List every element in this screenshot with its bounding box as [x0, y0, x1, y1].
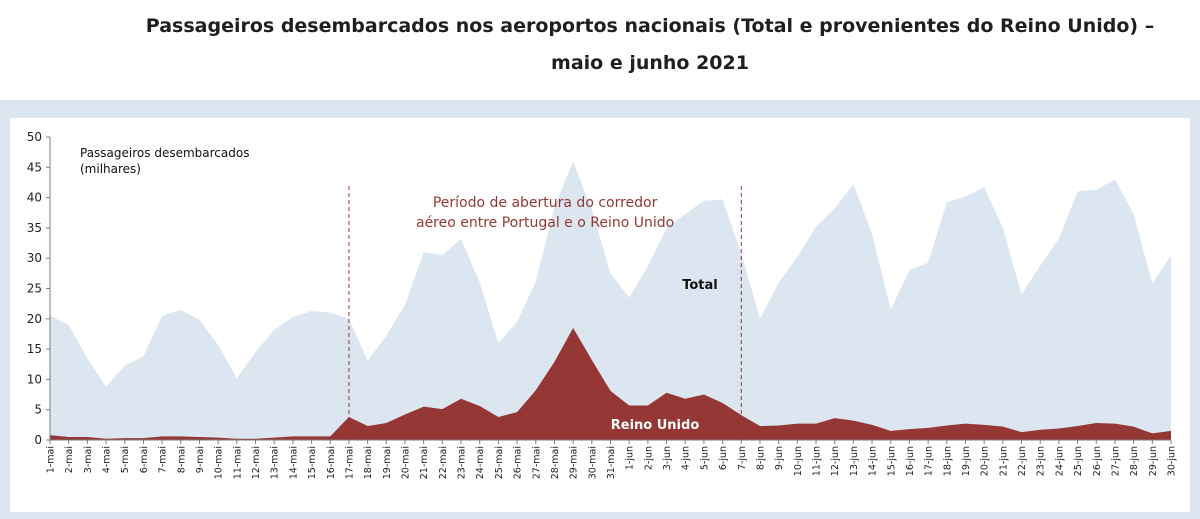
- x-tick-label: 1-mai: [46, 446, 57, 473]
- x-tick-label: 8-jun: [755, 446, 766, 470]
- x-tick-label: 27-mai: [531, 446, 542, 479]
- x-tick-label: 14-mai: [288, 446, 299, 479]
- x-tick-label: 18-mai: [363, 446, 374, 479]
- x-tick-label: 15-jun: [886, 446, 897, 476]
- y-tick-label: 50: [27, 130, 42, 144]
- x-tick-label: 30-mai: [587, 446, 598, 479]
- y-tick-label: 5: [34, 403, 42, 417]
- x-tick-label: 14-jun: [868, 446, 879, 476]
- x-tick-label: 16-mai: [326, 446, 337, 479]
- series-label-total: Total: [682, 278, 718, 293]
- x-tick-label: 19-jun: [961, 446, 972, 476]
- chart-title: Passageiros desembarcados nos aeroportos…: [145, 15, 1155, 74]
- x-tick-label: 28-mai: [550, 446, 561, 479]
- x-tick-label: 3-mai: [83, 446, 94, 473]
- x-tick-label: 6-mai: [139, 446, 150, 473]
- x-tick-label: 27-jun: [1110, 446, 1121, 476]
- y-tick-label: 15: [27, 342, 42, 356]
- x-tick-label: 19-mai: [382, 446, 393, 479]
- x-tick-label: 30-jun: [1167, 446, 1178, 476]
- y-tick-label: 0: [34, 433, 42, 447]
- x-tick-label: 13-jun: [849, 446, 860, 476]
- x-tick-label: 21-jun: [998, 446, 1009, 476]
- y-axis-label: (milhares): [80, 162, 141, 176]
- x-tick-label: 17-mai: [344, 446, 355, 479]
- x-tick-label: 17-jun: [924, 446, 935, 476]
- x-tick-label: 4-jun: [681, 446, 692, 470]
- x-tick-label: 16-jun: [905, 446, 916, 476]
- x-tick-label: 12-jun: [830, 446, 841, 476]
- x-tick-label: 7-mai: [158, 446, 169, 473]
- x-tick-label: 21-mai: [419, 446, 430, 479]
- x-tick-label: 15-mai: [307, 446, 318, 479]
- x-tick-label: 18-jun: [942, 446, 953, 476]
- x-tick-label: 12-mai: [251, 446, 262, 479]
- x-tick-label: 24-mai: [475, 446, 486, 479]
- y-axis-label: Passageiros desembarcados: [80, 146, 249, 160]
- x-tick-label: 9-mai: [195, 446, 206, 473]
- x-tick-label: 20-jun: [980, 446, 991, 476]
- series-area-total: [50, 161, 1171, 441]
- x-tick-label: 5-jun: [699, 446, 710, 470]
- x-tick-label: 2-mai: [64, 446, 75, 473]
- x-tick-label: 25-mai: [494, 446, 505, 479]
- y-tick-label: 30: [27, 251, 42, 265]
- x-tick-label: 24-jun: [1054, 446, 1065, 476]
- x-tick-label: 10-mai: [214, 446, 225, 479]
- x-tick-label: 5-mai: [120, 446, 131, 473]
- x-tick-label: 8-mai: [176, 446, 187, 473]
- x-tick-label: 20-mai: [400, 446, 411, 479]
- x-tick-label: 31-mai: [606, 446, 617, 479]
- x-tick-label: 11-mai: [232, 446, 243, 479]
- x-tick-label: 29-jun: [1148, 446, 1159, 476]
- chart-panel: 0 5 10 15 20 25 30 35 40 45 50 1-mai 2-mai 3-mai 4-mai…: [10, 118, 1190, 512]
- x-tick-label: 2-jun: [643, 446, 654, 470]
- x-tick-label: 26-jun: [1092, 446, 1103, 476]
- x-tick-label: 9-jun: [774, 446, 785, 470]
- area-chart: 0 5 10 15 20 25 30 35 40 45 50 1-mai 2-mai 3-mai 4-mai…: [27, 130, 1178, 479]
- corridor-annotation: Período de abertura do corredor: [433, 195, 658, 211]
- y-tick-label: 10: [27, 372, 42, 386]
- x-tick-label: 7-jun: [737, 446, 748, 470]
- x-tick-label: 10-jun: [793, 446, 804, 476]
- x-tick-label: 23-mai: [457, 446, 468, 479]
- series-label-reino-unido: Reino Unido: [611, 418, 700, 433]
- y-tick-label: 20: [27, 312, 42, 326]
- y-tick-label: 35: [27, 221, 42, 235]
- x-tick-label: 3-jun: [662, 446, 673, 470]
- x-tick-label: 29-mai: [569, 446, 580, 479]
- corridor-annotation: aéreo entre Portugal e o Reino Unido: [416, 215, 674, 231]
- y-tick-label: 45: [27, 160, 42, 174]
- x-tick-label: 28-jun: [1129, 446, 1140, 476]
- y-tick-label: 25: [27, 282, 42, 296]
- x-tick-label: 6-jun: [718, 446, 729, 470]
- x-tick-label: 23-jun: [1036, 446, 1047, 476]
- x-tick-label: 22-mai: [438, 446, 449, 479]
- x-tick-label: 22-jun: [1017, 446, 1028, 476]
- x-tick-label: 1-jun: [625, 446, 636, 470]
- series-area-reino-unido: [50, 327, 1171, 440]
- x-tick-label: 11-jun: [812, 446, 823, 476]
- x-tick-label: 25-jun: [1073, 446, 1084, 476]
- y-tick-label: 40: [27, 191, 42, 205]
- x-tick-label: 4-mai: [102, 446, 113, 473]
- x-tick-label: 13-mai: [270, 446, 281, 479]
- x-tick-label: 26-mai: [513, 446, 524, 479]
